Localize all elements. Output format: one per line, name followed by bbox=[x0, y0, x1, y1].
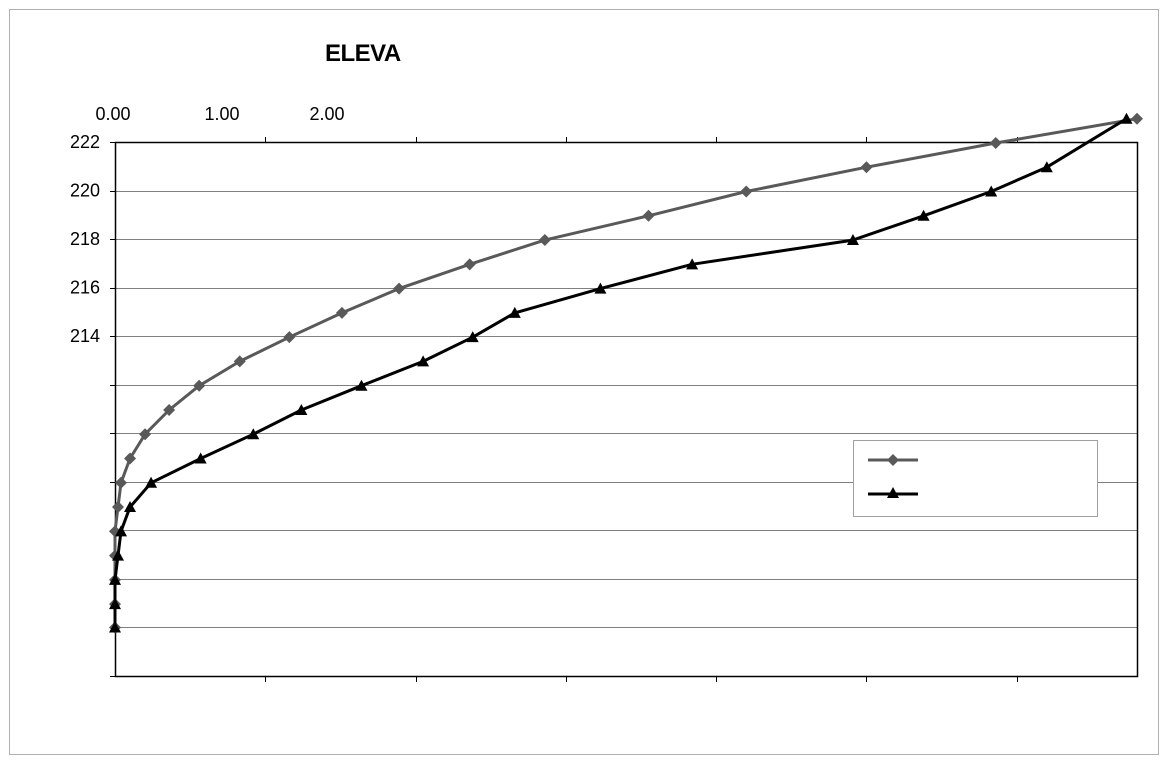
legend-box bbox=[853, 440, 1098, 517]
series1-point bbox=[115, 476, 128, 489]
outer-border bbox=[9, 9, 1159, 755]
series1-point bbox=[989, 136, 1002, 149]
series-line-1 bbox=[113, 117, 1138, 628]
series2-point bbox=[109, 573, 121, 585]
legend-marker-diamond-icon bbox=[887, 454, 899, 466]
series2-point bbox=[115, 525, 128, 537]
chart-title: ELEVA bbox=[325, 40, 401, 67]
y-tick-label: 220 bbox=[70, 181, 100, 201]
y-tick-label: 218 bbox=[70, 229, 100, 249]
x-tick-label: 1.00 bbox=[204, 104, 239, 124]
series1-point bbox=[740, 185, 753, 198]
series1-point bbox=[642, 209, 655, 222]
series1-point bbox=[1131, 112, 1143, 125]
series2-point bbox=[917, 209, 930, 221]
y-tick-label: 214 bbox=[70, 326, 100, 346]
series2-point bbox=[355, 379, 368, 391]
x-tick-label: 2.00 bbox=[309, 104, 344, 124]
legend-marker-triangle-icon bbox=[887, 487, 899, 498]
y-axis-tick-labels: 222 220 218 216 214 bbox=[70, 132, 100, 346]
series1-point bbox=[124, 452, 137, 465]
y-tick-label: 222 bbox=[70, 132, 100, 152]
series2-point bbox=[594, 282, 607, 294]
series2-point bbox=[1120, 112, 1133, 124]
series1-point bbox=[860, 161, 873, 174]
series1-point bbox=[393, 282, 406, 295]
series1-point bbox=[112, 501, 125, 514]
y-tick-label: 216 bbox=[70, 278, 100, 298]
series2-point bbox=[109, 598, 121, 610]
series2-point bbox=[1040, 161, 1053, 173]
series2-point bbox=[124, 501, 137, 513]
series1-point bbox=[538, 234, 551, 247]
series2-point bbox=[145, 476, 158, 488]
series2-point bbox=[247, 428, 260, 440]
series2-point bbox=[985, 185, 998, 197]
series2-point bbox=[109, 621, 121, 633]
series1-point bbox=[139, 428, 152, 441]
series1-point bbox=[335, 306, 348, 319]
series2-point bbox=[466, 331, 479, 343]
series2-point bbox=[846, 234, 859, 246]
x-tick-label: 0.00 bbox=[95, 104, 130, 124]
series2-point bbox=[112, 549, 125, 561]
series2-point bbox=[417, 355, 430, 367]
series1-point bbox=[233, 355, 246, 368]
plot-frame bbox=[114, 141, 1139, 678]
series1-point bbox=[193, 379, 206, 392]
series-group bbox=[109, 112, 1143, 634]
series1-point bbox=[283, 331, 296, 344]
series2-point bbox=[686, 258, 699, 270]
series2-point bbox=[508, 306, 521, 318]
x-axis-tick-labels: 0.00 1.00 2.00 bbox=[95, 104, 344, 124]
series2-point bbox=[295, 403, 308, 415]
series1-point bbox=[163, 403, 176, 416]
series1-point bbox=[463, 258, 476, 271]
legend bbox=[853, 440, 1098, 517]
series2-point bbox=[194, 452, 207, 464]
